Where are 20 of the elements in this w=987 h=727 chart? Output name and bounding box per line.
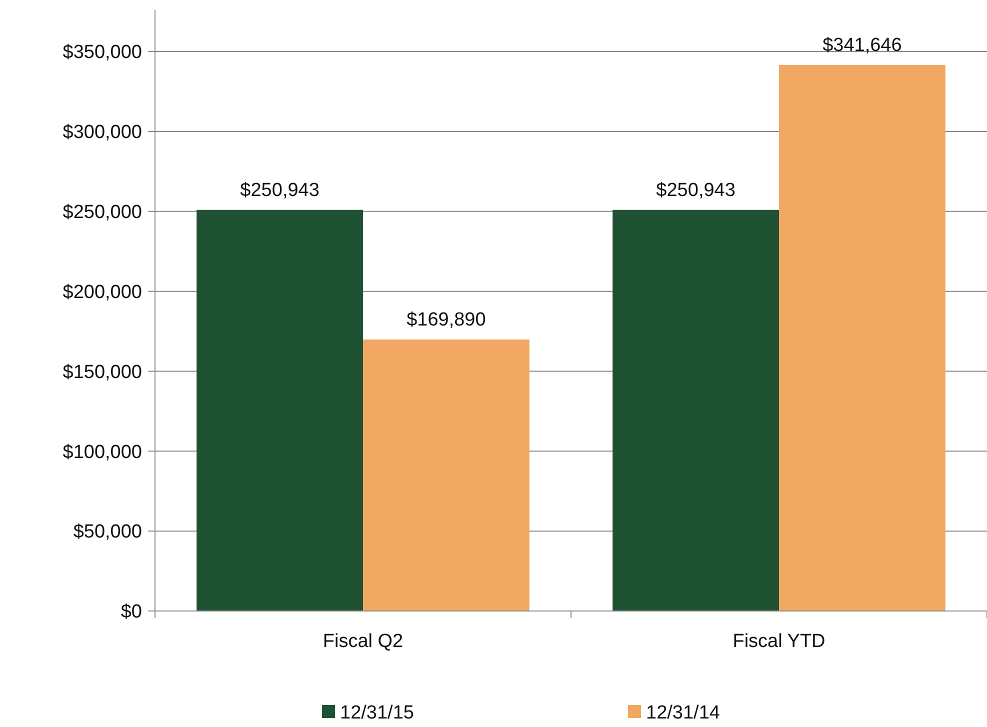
y-tick-label: $300,000 — [62, 122, 142, 144]
y-tick-label: $200,000 — [62, 282, 142, 303]
x-tick-label: Fiscal YTD — [732, 631, 826, 652]
y-tick-label: $100,000 — [62, 442, 142, 463]
data-label: $250,943 — [656, 180, 736, 201]
bar — [363, 339, 530, 611]
bar — [196, 210, 363, 611]
y-tick-label: $350,000 — [62, 42, 142, 64]
data-label: $169,890 — [406, 309, 486, 330]
y-tick-label: $50,000 — [73, 522, 142, 543]
legend-label: 12/31/15 — [340, 702, 414, 724]
y-tick-label: $250,000 — [62, 202, 142, 224]
bar — [779, 64, 946, 611]
x-tick-label: Fiscal Q2 — [322, 631, 404, 652]
bar — [612, 210, 779, 611]
data-label: $341,646 — [822, 34, 902, 56]
data-label: $250,943 — [240, 180, 320, 201]
y-tick-label: $150,000 — [62, 362, 142, 383]
legend-label: 12/31/14 — [646, 702, 720, 724]
y-tick-label: $0 — [120, 602, 142, 623]
